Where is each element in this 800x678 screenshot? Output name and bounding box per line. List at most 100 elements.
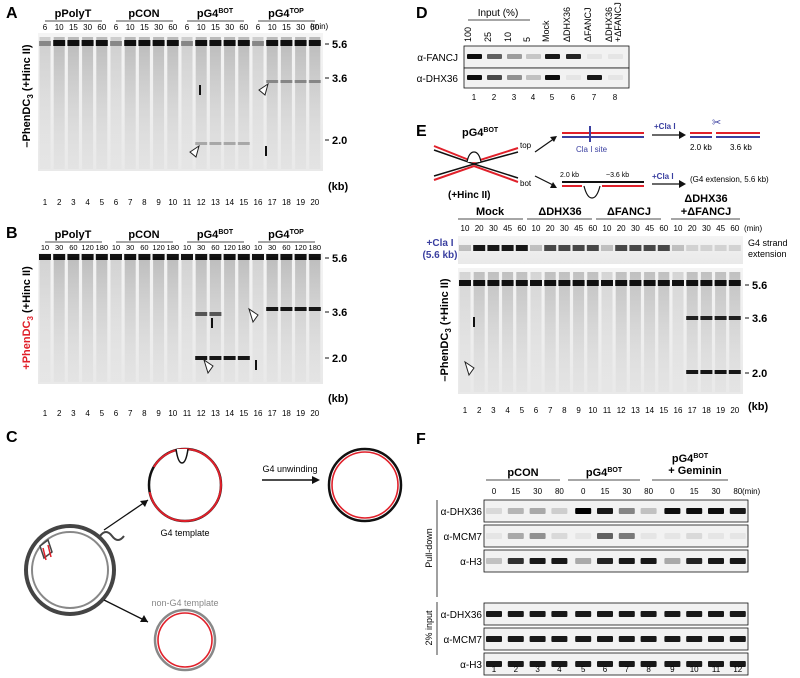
blot-strip [483, 652, 749, 676]
lane-smear [459, 272, 471, 392]
strand-band [501, 245, 514, 251]
lane-number: 19 [716, 406, 725, 415]
row-label: α-DHX36 [417, 74, 459, 85]
band [280, 40, 293, 46]
time-label: 15 [690, 487, 699, 496]
strand-band [558, 245, 571, 251]
band [640, 611, 657, 617]
band [575, 508, 592, 514]
lane-number: 7 [625, 665, 630, 674]
lane-number: 3 [71, 409, 76, 418]
panel-f-blots: α-DHX36 α-MCM7 α-H3 α-DHX36 α-MCM7 α-H3 [441, 499, 749, 676]
band [575, 611, 592, 617]
band [618, 661, 635, 667]
lane-smear [138, 37, 150, 169]
column-label: ΔFANCJ [583, 7, 593, 42]
band [597, 533, 613, 539]
panel-f-lane-numbers: 1 2 3 4 5 6 7 8 9 10 11 12 [492, 665, 743, 674]
lane-smear [309, 37, 321, 169]
lane-number: 8 [142, 198, 147, 207]
band [575, 558, 592, 564]
panel-c-letter: C [6, 429, 18, 446]
band [729, 611, 746, 617]
band [459, 280, 471, 286]
band [266, 254, 279, 260]
band [529, 661, 546, 667]
panel-d: D Input (%) 100 25 10 5 Mock ΔDHX36 ΔFANCJ ΔDHX… [416, 2, 630, 102]
band [223, 254, 236, 260]
lane-number: 13 [211, 409, 220, 418]
band [507, 636, 524, 642]
blot-strip [483, 549, 749, 573]
column-label: 100 [463, 27, 473, 42]
band [545, 54, 560, 59]
time-label: 10 [532, 224, 541, 233]
time-label: 6 [256, 23, 261, 32]
panel-e-scissors-icon: ✂ [712, 117, 721, 129]
lane-number: 11 [183, 198, 192, 207]
band [608, 75, 623, 80]
panel-b-lane-numbers: 1 2 3 4 5 6 7 8 9 10 11 12 13 14 15 16 17 18 19 20 [43, 409, 320, 418]
band [181, 41, 193, 46]
panel-b-arrowhead-1 [203, 358, 214, 375]
lane-number: 7 [548, 406, 553, 415]
time-label: 30 [197, 243, 205, 252]
lane-smear [587, 272, 599, 392]
size-marker: 3.6 [752, 313, 767, 325]
lane-number: 9 [670, 665, 675, 674]
panel-e-group-labels: Mock ΔDHX36 ΔFANCJ ΔDHX36 +ΔFANCJ [476, 193, 731, 218]
time-label: 80 [733, 487, 742, 496]
band [686, 558, 703, 564]
panel-c: C G4 template G4 unwinding non-G4 templa… [6, 429, 403, 672]
time-label: 60 [282, 243, 290, 252]
band [686, 533, 703, 539]
strand-band [686, 245, 699, 251]
lane-number: 17 [688, 406, 697, 415]
band [507, 558, 524, 564]
panel-e-tick [473, 317, 475, 327]
panel-e-ylabel: –PhenDC3 (+Hinc II) [439, 278, 453, 382]
band [138, 254, 151, 260]
strand-band [530, 245, 542, 251]
band [708, 508, 724, 514]
column-label: ΔDHX36 [562, 7, 572, 42]
lane-smear [209, 257, 221, 382]
lane-smear [224, 257, 236, 382]
strand-band [487, 245, 500, 251]
band [81, 254, 94, 260]
band [597, 611, 613, 617]
panel-b-tick-1 [211, 318, 213, 328]
band [223, 142, 236, 145]
band [729, 508, 746, 514]
lane-number: 15 [659, 406, 668, 415]
time-label: 0 [581, 487, 586, 496]
lane-number: 1 [472, 93, 477, 102]
lane-number: 11 [603, 406, 612, 415]
lane-number: 14 [645, 406, 654, 415]
band [237, 40, 250, 46]
column-label: 25 [483, 32, 493, 42]
strand-band [714, 245, 727, 251]
panel-e-letter: E [416, 123, 427, 140]
panel-c-resolved-plasmid [327, 447, 403, 523]
band [672, 280, 684, 286]
panel-e-time-labels: 10 20 30 45 60 10 20 30 45 60 10 20 30 45 60 10 20 30 45 60 [461, 224, 740, 233]
band [526, 54, 541, 59]
band [209, 254, 222, 260]
band [700, 370, 713, 374]
lane-smear [167, 37, 179, 169]
time-label: 60 [310, 23, 319, 32]
band [551, 533, 568, 539]
time-label: 10 [268, 23, 277, 32]
band [640, 508, 657, 514]
lane-smear [110, 257, 122, 382]
band [486, 533, 502, 539]
lane-number: 10 [588, 406, 597, 415]
time-label: 60 [69, 243, 77, 252]
lane-number: 17 [268, 409, 277, 418]
band [526, 75, 541, 80]
band [729, 661, 746, 667]
band [124, 40, 137, 46]
band [280, 80, 293, 83]
band [640, 533, 657, 539]
